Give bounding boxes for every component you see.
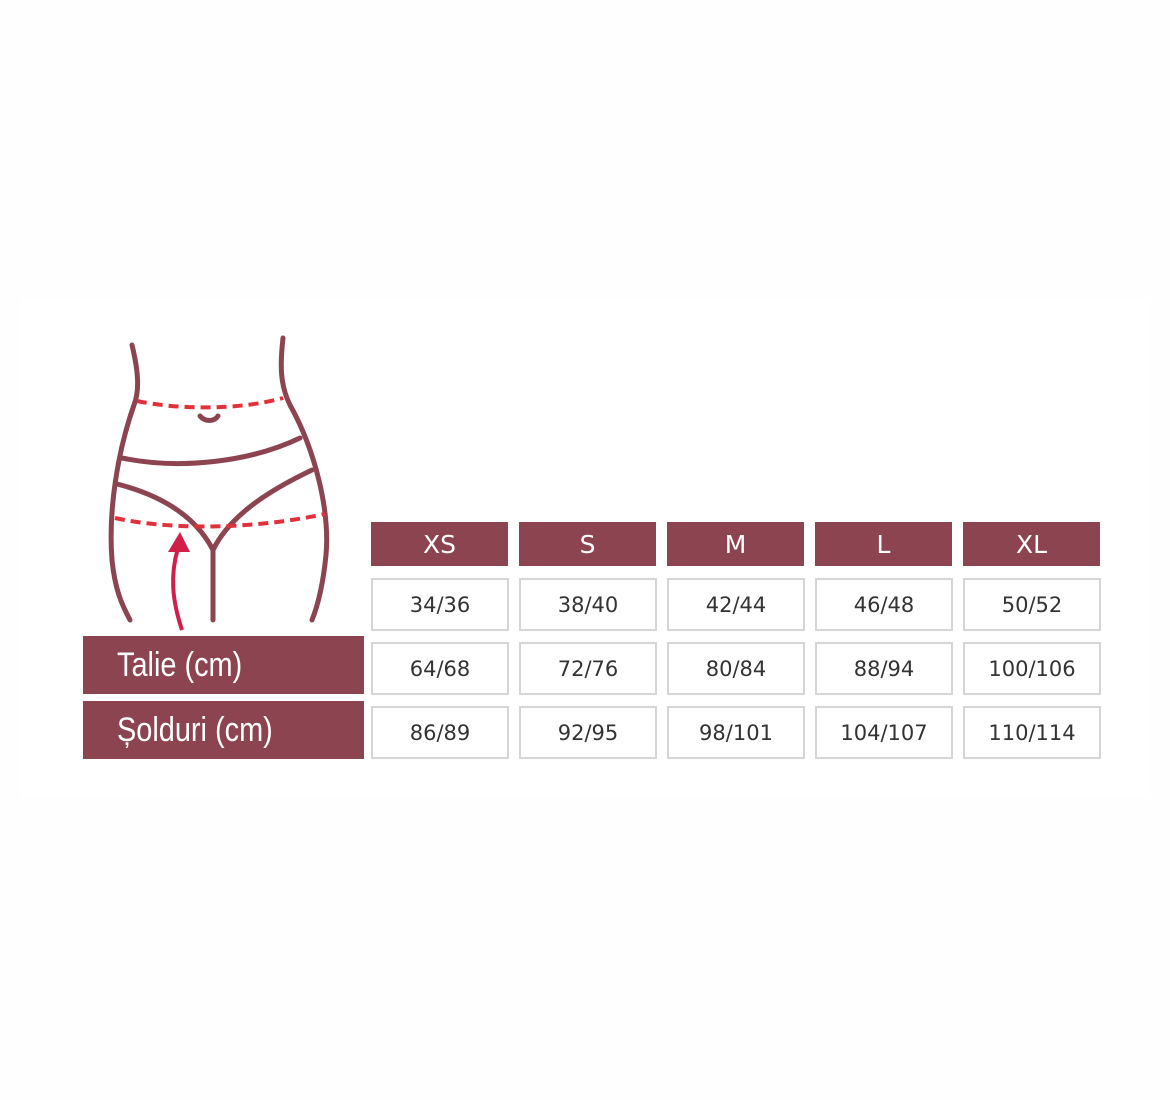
row-label-waist: Talie (cm) [83, 636, 364, 694]
table-cell: 72/76 [519, 642, 657, 695]
table-cell: 104/107 [815, 706, 953, 759]
table-cell: 46/48 [815, 578, 953, 631]
size-header-l: L [815, 522, 952, 566]
row-label-text: Talie (cm) [117, 645, 243, 684]
table-cell: 86/89 [371, 706, 509, 759]
table-cell: 80/84 [667, 642, 805, 695]
table-cell: 88/94 [815, 642, 953, 695]
table-cell: 110/114 [963, 706, 1101, 759]
row-label-hips: Șolduri (cm) [83, 701, 364, 759]
body-hips-measurement-icon [108, 335, 330, 631]
table-cell: 64/68 [371, 642, 509, 695]
size-header-m: M [667, 522, 804, 566]
row-label-text: Șolduri (cm) [117, 710, 273, 749]
size-header-xs: XS [371, 522, 508, 566]
table-cell: 100/106 [963, 642, 1101, 695]
table-cell: 50/52 [963, 578, 1101, 631]
table-cell: 34/36 [371, 578, 509, 631]
table-cell: 92/95 [519, 706, 657, 759]
size-header-s: S [519, 522, 656, 566]
size-header-xl: XL [963, 522, 1100, 566]
table-cell: 42/44 [667, 578, 805, 631]
table-cell: 38/40 [519, 578, 657, 631]
table-cell: 98/101 [667, 706, 805, 759]
